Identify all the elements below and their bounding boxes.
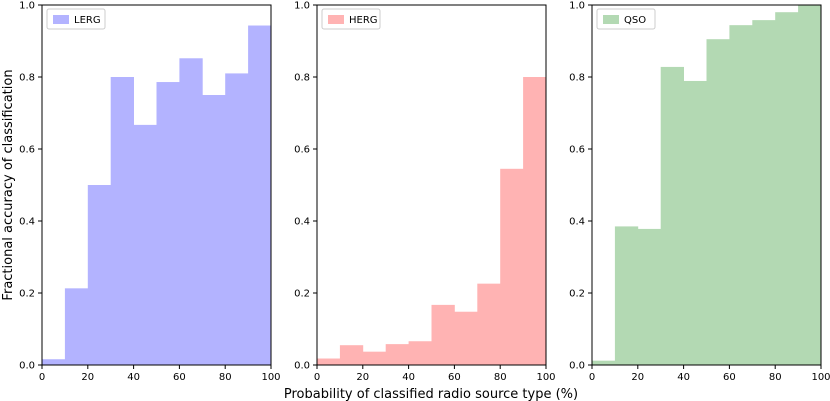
qso-axes-frame [591,4,822,366]
herg-bar-9 [523,77,547,365]
herg-bar-3 [385,344,409,365]
qso-y-tick-label-0: 0.0 [569,361,585,372]
lerg-bar-5 [156,82,180,365]
lerg-y-tick-label-1: 0.2 [19,289,35,300]
lerg-bar-9 [248,25,272,366]
qso-bar-7 [752,20,776,366]
herg-y-tick-label-3: 0.6 [294,145,310,156]
qso-x-tick-label-2: 40 [677,372,690,383]
x-axis-label: Probability of classified radio source t… [284,387,578,401]
herg-bar-0 [317,358,341,365]
qso-bar-6 [729,25,753,365]
lerg-legend: LERG [46,8,106,30]
panel-lerg: 0 20 40 60 80 100 0.0 0.2 0.4 0.6 0.8 1.0 LERG [19,1,280,384]
herg-bar-1 [339,345,364,365]
qso-x-tick-label-4: 80 [769,372,782,383]
panels: 0 20 40 60 80 100 0.0 0.2 0.4 0.6 0.8 1.0 LERG 0 20 40 6… [19,1,830,384]
herg-legend-label: HERG [349,15,378,26]
qso-bar-4 [683,80,707,366]
qso-bar-0 [592,360,616,365]
lerg-y-tick-label-3: 0.6 [19,145,35,156]
herg-y-tick-label-4: 0.8 [294,73,310,84]
herg-x-tick-label-3: 60 [448,372,461,383]
qso-y-tick-label-4: 0.8 [569,73,585,84]
qso-bar-9 [798,5,822,365]
lerg-x-tick-label-3: 60 [173,372,186,383]
lerg-axes-frame [41,4,272,366]
herg-y-tick-label-0: 0.0 [294,361,310,372]
lerg-bar-0 [42,359,66,365]
lerg-bar-4 [133,124,157,365]
lerg-x-tick-label-0: 0 [39,372,45,383]
herg-legend-swatch [328,15,344,24]
herg-legend: HERG [321,8,381,30]
herg-x-tick-label-2: 40 [402,372,415,383]
herg-axes-frame [316,4,547,366]
lerg-x-tick-label-1: 20 [81,372,94,383]
panel-herg: 0 20 40 60 80 100 0.0 0.2 0.4 0.6 0.8 1.0 HERG [294,1,555,384]
herg-x-tick-label-1: 20 [356,372,369,383]
panel-qso: 0 20 40 60 80 100 0.0 0.2 0.4 0.6 0.8 1.0 QSO [569,1,830,384]
qso-x-tick-label-3: 60 [723,372,736,383]
qso-y-tick-label-2: 0.4 [569,217,585,228]
lerg-x-tick-label-5: 100 [261,372,280,383]
lerg-legend-label: LERG [74,15,101,26]
lerg-bar-2 [87,185,112,365]
y-axis-label: Fractional accuracy of classification [1,69,16,300]
herg-bar-8 [500,168,524,365]
qso-bar-1 [614,226,639,365]
herg-x-tick-label-5: 100 [536,372,555,383]
herg-y-tick-label-2: 0.4 [294,217,310,228]
lerg-y-tick-label-4: 0.8 [19,73,35,84]
qso-y-tick-label-3: 0.6 [569,145,585,156]
herg-y-tick-label-5: 1.0 [294,1,310,12]
qso-legend-label: QSO [624,15,646,26]
lerg-y-tick-label-5: 1.0 [19,1,35,12]
lerg-bar-3 [110,77,134,365]
herg-bar-4 [408,341,432,365]
herg-bar-6 [454,311,478,365]
qso-bar-2 [637,228,662,365]
herg-bar-5 [431,304,455,365]
herg-x-tick-label-4: 80 [494,372,507,383]
qso-y-tick-label-1: 0.2 [569,289,585,300]
lerg-y-tick-label-2: 0.4 [19,217,35,228]
qso-y-tick-label-5: 1.0 [569,1,585,12]
herg-bar-2 [362,351,387,365]
lerg-bar-6 [179,58,203,365]
lerg-bar-1 [64,288,89,365]
lerg-legend-swatch [53,15,69,24]
lerg-x-tick-label-4: 80 [219,372,232,383]
qso-x-tick-label-5: 100 [811,372,830,383]
qso-x-tick-label-1: 20 [631,372,644,383]
herg-y-tick-label-1: 0.2 [294,289,310,300]
herg-bar-7 [477,283,501,365]
qso-legend: QSO [596,8,656,30]
herg-x-tick-label-0: 0 [314,372,320,383]
lerg-bar-7 [202,95,226,365]
lerg-x-tick-label-2: 40 [127,372,140,383]
lerg-bar-8 [225,73,249,366]
qso-legend-swatch [603,15,619,24]
qso-x-tick-label-0: 0 [589,372,595,383]
qso-bar-3 [660,66,684,366]
lerg-y-tick-label-0: 0.0 [19,361,35,372]
qso-bar-8 [775,12,799,365]
qso-bar-5 [706,39,730,365]
